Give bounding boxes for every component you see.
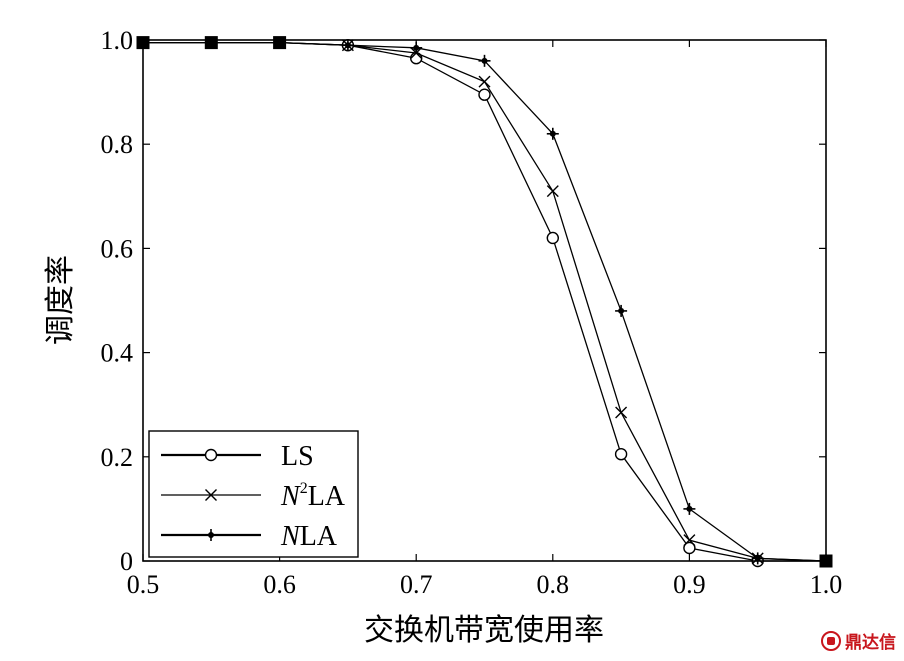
watermark: 鼎达信	[821, 628, 896, 653]
series-2-point-7	[615, 304, 628, 317]
series-0-point-5	[478, 88, 491, 101]
series-0-point-6	[546, 231, 559, 245]
series-0-point-7	[614, 447, 628, 461]
x-axis-label: 交换机带宽使用率	[364, 614, 604, 647]
legend-label-2: NLA	[280, 521, 338, 552]
y-axis-label: 调度率	[44, 255, 77, 345]
series-1-point-6	[546, 185, 559, 198]
ticks-layer: 0.5 0.6 0.7 0.8 0.9 1.0 0 0.2 0.4 0.6 0.8 1.0	[101, 26, 843, 599]
x-tick-label-1: 0.6	[263, 570, 296, 599]
x-tick-label-2: 0.7	[400, 570, 433, 599]
data-layer	[136, 36, 833, 568]
series-2-point-6	[546, 127, 559, 140]
square-marker-1	[204, 36, 218, 50]
watermark-text: 鼎达信	[845, 633, 896, 653]
legend-label-1: N2LA	[280, 480, 346, 512]
x-tick-label-4: 0.9	[673, 570, 706, 599]
series-1-point-8	[683, 534, 696, 547]
y-tick-label-1: 0.2	[101, 443, 134, 472]
y-tick-label-0: 0	[120, 547, 133, 576]
series-1-point-5	[478, 75, 491, 88]
legend-marker-2	[205, 529, 217, 541]
legend-label-0: LS	[281, 441, 314, 472]
series-0-point-8	[683, 541, 696, 555]
legend-marker-1	[205, 489, 217, 501]
watermark-logo-icon	[821, 630, 841, 651]
series-2-point-5	[478, 54, 491, 67]
series-2-point-9	[751, 552, 764, 565]
x-tick-label-0: 0.5	[127, 570, 160, 599]
series-2-point-3	[341, 39, 354, 52]
y-tick-label-4: 0.8	[101, 130, 134, 159]
legend: LS N2LA NLA	[148, 430, 359, 558]
x-tick-label-5: 1.0	[810, 570, 843, 599]
y-tick-label-3: 0.6	[101, 234, 134, 263]
y-tick-label-5: 1.0	[101, 26, 134, 55]
plot-frame	[142, 39, 827, 562]
legend-marker-0	[204, 448, 218, 462]
y-tick-label-2: 0.4	[101, 339, 134, 368]
series-1-point-7	[615, 406, 628, 419]
series-2-point-8	[683, 502, 696, 515]
x-tick-label-3: 0.8	[537, 570, 570, 599]
